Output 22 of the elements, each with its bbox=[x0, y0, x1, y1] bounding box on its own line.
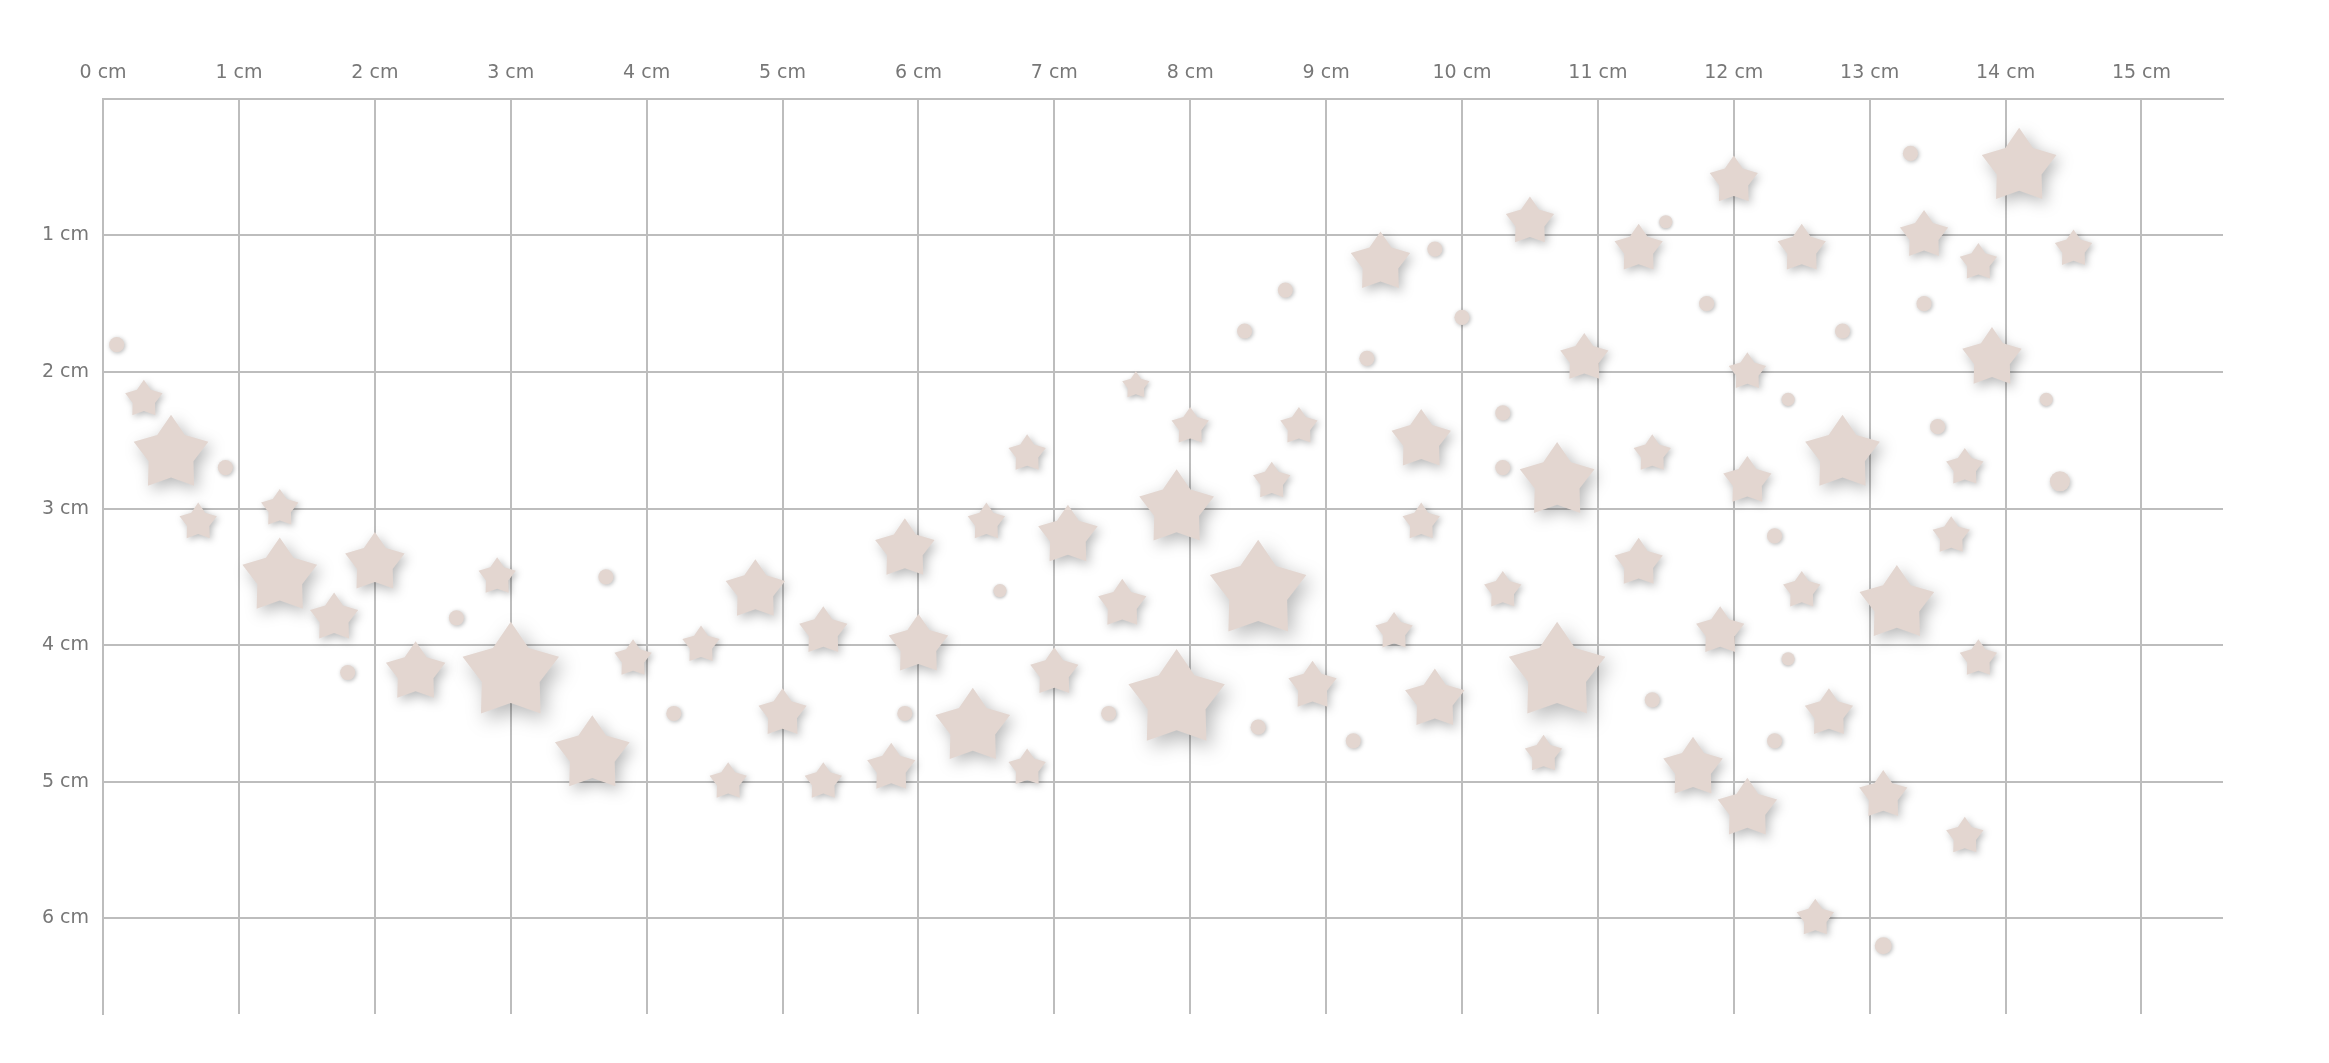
x-tick-label: 5 cm bbox=[759, 60, 807, 83]
y-tick-label: 6 cm bbox=[41, 905, 90, 928]
x-tick-label: 8 cm bbox=[1166, 60, 1214, 83]
x-tick-label: 9 cm bbox=[1302, 60, 1350, 83]
y-tick-label: 1 cm bbox=[41, 222, 90, 245]
x-tick-label: 12 cm bbox=[1704, 60, 1764, 83]
x-tick-label: 11 cm bbox=[1568, 60, 1628, 83]
x-tick-label: 15 cm bbox=[2111, 60, 2172, 83]
x-tick-label: 13 cm bbox=[1840, 60, 1900, 83]
x-tick-label: 4 cm bbox=[623, 60, 671, 83]
y-tick-label: 4 cm bbox=[41, 632, 90, 655]
x-tick-label: 10 cm bbox=[1432, 60, 1492, 83]
x-tick-label: 6 cm bbox=[894, 60, 942, 83]
x-tick-label: 3 cm bbox=[487, 60, 535, 83]
x-tick-label: 14 cm bbox=[1975, 60, 2036, 83]
x-tick-label: 2 cm bbox=[351, 60, 399, 83]
x-tick-label: 1 cm bbox=[215, 60, 263, 83]
y-tick-label: 5 cm bbox=[41, 768, 90, 791]
y-tick-label: 3 cm bbox=[41, 495, 90, 518]
x-tick-label: 0 cm bbox=[79, 60, 127, 83]
y-tick-label: 2 cm bbox=[41, 358, 90, 381]
x-tick-label: 7 cm bbox=[1030, 60, 1078, 83]
